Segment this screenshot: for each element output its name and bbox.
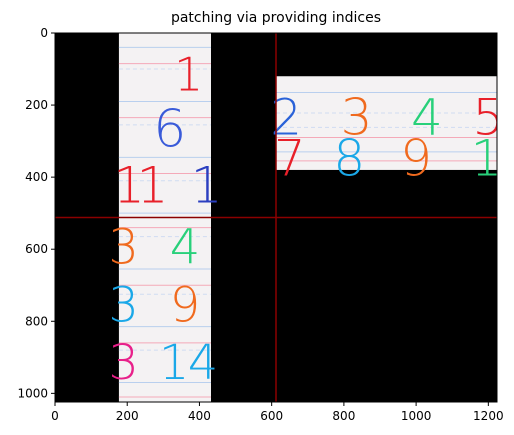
y-tick-label: 800 <box>25 314 48 328</box>
x-tick-label: 0 <box>51 409 59 423</box>
x-tick-label: 600 <box>260 409 283 423</box>
digit-glyph: 9 <box>170 277 201 333</box>
digit-glyph: 5 <box>472 89 504 147</box>
digit-glyph: 8 <box>333 129 365 187</box>
y-tick-label: 600 <box>25 242 48 256</box>
x-tick-label: 1200 <box>473 409 504 423</box>
digit-glyph: 9 <box>400 129 432 187</box>
y-tick-label: 200 <box>25 98 48 112</box>
digit-glyph: 6 <box>153 100 186 160</box>
y-tick-label: 400 <box>25 170 48 184</box>
digit-glyph: 4 <box>411 89 443 147</box>
digit-glyph: 1 <box>471 129 503 187</box>
digit-glyph: 7 <box>274 129 306 187</box>
y-axis: 0 200 400 600 800 1000 <box>17 26 55 400</box>
axes-frame <box>54 32 498 403</box>
digit-glyph: 3 <box>108 220 139 276</box>
x-tick-label: 200 <box>116 409 139 423</box>
y-tick-label: 1000 <box>17 386 48 400</box>
digit-glyph: 1 <box>113 156 145 214</box>
digit-glyph: 3 <box>108 335 139 391</box>
digit-glyph: 4 <box>188 335 219 391</box>
x-tick-label: 400 <box>188 409 211 423</box>
x-axis: 0 200 400 600 800 1000 1200 <box>51 402 504 423</box>
digit-glyph: 4 <box>170 220 201 276</box>
x-tick-label: 800 <box>332 409 355 423</box>
patch-horizontal-strip <box>276 76 497 170</box>
digit-glyph: 3 <box>108 277 139 333</box>
chart-title: patching via providing indices <box>171 10 381 26</box>
digit-glyph: 1 <box>191 156 223 214</box>
digit-glyph: 3 <box>341 89 373 147</box>
x-tick-label: 1000 <box>401 409 432 423</box>
y-tick-label: 0 <box>40 26 48 40</box>
digit-glyph: 1 <box>174 48 203 102</box>
digit-glyph: 1 <box>137 156 169 214</box>
digit-glyph: 1 <box>159 335 190 391</box>
